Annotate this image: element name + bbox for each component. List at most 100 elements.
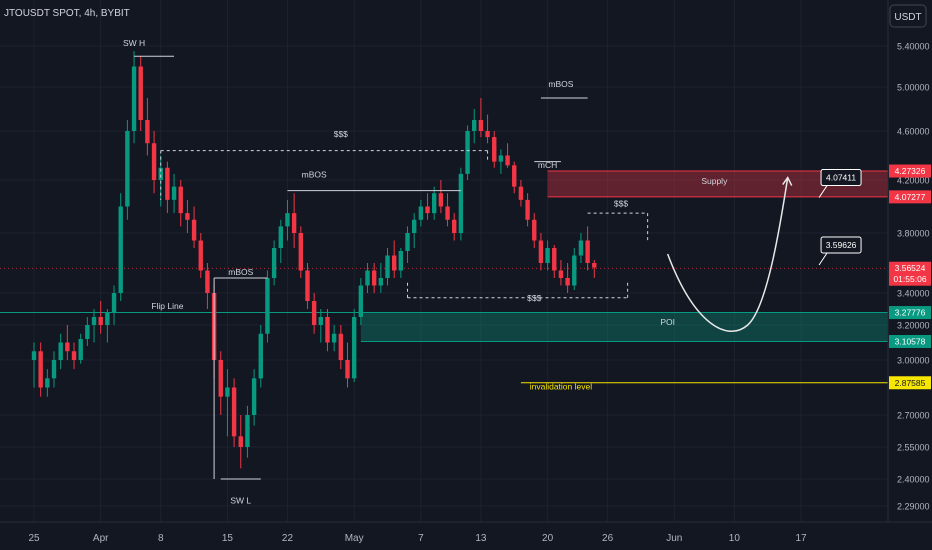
candle-body: [265, 278, 270, 334]
symbol-title: JTOUSDT SPOT, 4h, BYBIT: [4, 8, 130, 19]
candle-body: [371, 270, 377, 286]
price-badge: [889, 334, 931, 348]
candle-body: [452, 219, 457, 233]
price-tick-label: 3.00000: [897, 356, 930, 366]
candle-body: [165, 167, 170, 200]
currency-label: USDT: [894, 12, 921, 23]
candle-body: [231, 387, 237, 437]
candle-body: [351, 317, 357, 379]
price-badge-value: 2.87585: [895, 378, 926, 388]
candle-body: [532, 219, 537, 241]
candle-body: [331, 333, 337, 343]
time-tick-label: 8: [158, 533, 164, 544]
candle-body: [158, 167, 163, 180]
candle-body: [345, 360, 350, 379]
projection-curve: [666, 177, 789, 333]
price-badge-value: 4.07277: [895, 192, 926, 202]
time-axis[interactable]: 25 Apr 8 15 22 May 7 13 20 26 Jun 10 17: [28, 533, 807, 544]
currency-button[interactable]: [889, 4, 927, 28]
time-tick-label: Apr: [93, 533, 109, 544]
annotation-label: $$$: [527, 293, 541, 303]
candle-body: [378, 278, 384, 286]
candle-body: [58, 342, 63, 360]
annotation-label: $$$: [614, 199, 628, 209]
candle-body: [218, 360, 223, 397]
price-tick-label: 3.80000: [897, 229, 930, 239]
candle-body: [438, 193, 444, 207]
candle-body: [185, 213, 190, 220]
annotation-label: $$$: [334, 129, 348, 139]
price-badge: [889, 190, 931, 204]
price-badge: [889, 306, 931, 320]
candle-body: [585, 240, 590, 263]
candle-body: [271, 248, 277, 278]
candle-body: [71, 351, 77, 360]
candle-body: [151, 143, 157, 180]
price-tick-label: 5.00000: [897, 83, 930, 93]
annotation-label: Flip Line: [151, 301, 183, 311]
candle-body: [311, 301, 317, 325]
price-badge-value: 3.56524: [895, 263, 926, 273]
candle-body: [251, 378, 257, 415]
candle-body: [138, 66, 143, 120]
annotations-layer: SW H SW L $$$ mBOS mBOS Flip Line mBOS mCH $$$ $$…: [123, 38, 862, 506]
time-tick-label: 7: [418, 533, 424, 544]
candle-body: [592, 263, 597, 268]
annotation-label: mCH: [538, 160, 557, 170]
candle-body: [305, 270, 310, 301]
callout-pointer: [818, 252, 828, 266]
time-tick-label: 10: [729, 533, 741, 544]
price-tick-label: 3.20000: [897, 321, 930, 331]
zone-poi: [360, 312, 889, 342]
callout-box: [820, 169, 862, 187]
candle-body: [131, 66, 137, 131]
candle-body: [78, 339, 83, 360]
candle-body: [258, 333, 263, 379]
candle-body: [358, 285, 364, 317]
candle-body: [565, 278, 570, 286]
candle-body: [111, 293, 117, 313]
candles-layer: [31, 51, 597, 469]
candle-body: [545, 248, 550, 263]
time-tick-label: 22: [282, 533, 294, 544]
price-tick-label: 2.55000: [897, 443, 930, 453]
price-badge-value: 4.27326: [895, 166, 926, 176]
price-badge: [889, 261, 931, 286]
price-badge: [889, 164, 931, 178]
callout-value: 4.07411: [826, 173, 856, 183]
time-tick-label: 26: [602, 533, 614, 544]
candle-body: [98, 317, 103, 325]
price-tick-label: 2.29000: [897, 502, 930, 512]
candle-body: [118, 206, 123, 293]
price-badge: [889, 376, 931, 390]
candle-body: [178, 186, 183, 214]
candle-body: [145, 120, 150, 144]
annotation-label: SW H: [123, 38, 145, 48]
candle-body: [198, 240, 203, 271]
annotation-label: mBOS: [302, 170, 327, 180]
candle-body: [398, 251, 404, 271]
candle-body: [518, 186, 524, 200]
price-axis[interactable]: 5.40000 5.00000 4.60000 4.20000 3.80000 3.400…: [897, 42, 930, 512]
candle-body: [278, 226, 283, 248]
candle-body: [418, 206, 424, 220]
candle-body: [512, 165, 517, 187]
candle-body: [405, 233, 410, 251]
candle-body: [45, 378, 50, 388]
candle-body: [538, 240, 544, 263]
candle-body: [425, 206, 430, 214]
annotation-label: mBOS: [548, 79, 573, 89]
candle-body: [445, 206, 450, 220]
time-tick-label: 20: [542, 533, 554, 544]
candle-body: [505, 155, 510, 166]
annotation-label: mBOS: [228, 267, 253, 277]
candle-body: [338, 333, 344, 360]
candle-body: [205, 270, 210, 293]
candle-body: [478, 120, 484, 131]
candle-body: [171, 186, 177, 200]
annotation-label: SW L: [230, 496, 251, 506]
candle-body: [552, 248, 557, 271]
candle-body: [492, 137, 497, 162]
candle-body: [325, 317, 330, 343]
